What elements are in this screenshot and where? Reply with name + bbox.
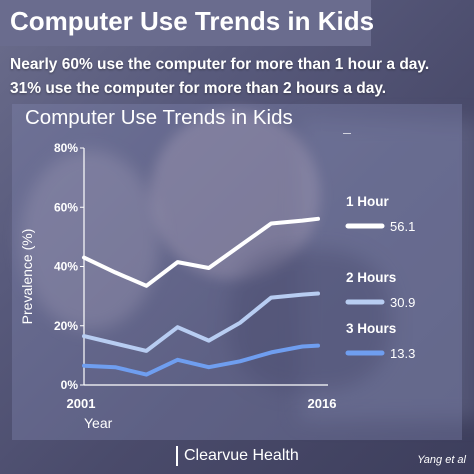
legend-label-2: 2 Hours: [346, 270, 396, 285]
y-tick-label: 0%: [61, 378, 79, 392]
minus-icon: [343, 133, 351, 134]
end-value-label-2: 30.9: [390, 295, 415, 310]
brand-name: Clearvue Health: [184, 447, 299, 464]
y-axis-label: Prevalence (%): [19, 229, 35, 325]
y-tick-label: 20%: [54, 319, 78, 333]
series-line-3: [82, 343, 320, 377]
brand-logo: Clearvue Health: [176, 446, 299, 466]
subtitle-line-2: 31% use the computer for more than 2 hou…: [10, 80, 387, 97]
title-banner: [0, 0, 371, 46]
x-tick-label: 2001: [67, 396, 96, 411]
series-line-2: [82, 291, 320, 353]
chart-panel: [12, 104, 462, 440]
y-tick-label: 40%: [54, 260, 78, 274]
chart-title: Computer Use Trends in Kids: [25, 106, 293, 129]
source-credit: Yang et al: [417, 454, 466, 466]
end-value-label-1: 56.1: [390, 219, 415, 234]
logo-mark: [176, 446, 178, 466]
x-tick-label: 2016: [308, 396, 337, 411]
legend-label-1: 1 Hour: [346, 194, 390, 209]
y-tick-label: 60%: [54, 200, 78, 214]
legend-label-3: 3 Hours: [346, 321, 396, 336]
series-line-1: [82, 216, 320, 288]
subtitle-line-1: Nearly 60% use the computer for more tha…: [10, 56, 430, 73]
end-value-label-3: 13.3: [390, 346, 415, 361]
x-axis-label: Year: [84, 415, 113, 431]
y-tick-label: 80%: [54, 141, 78, 155]
page-title: Computer Use Trends in Kids: [10, 6, 375, 36]
